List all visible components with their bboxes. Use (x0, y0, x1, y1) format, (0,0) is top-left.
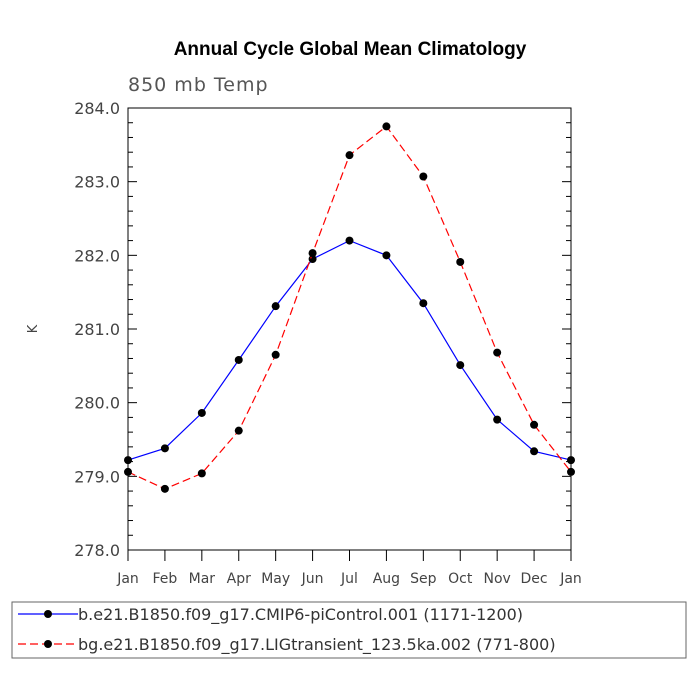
series-layer (124, 122, 575, 493)
series-2-point (308, 249, 317, 258)
series-2-point (234, 426, 243, 435)
chart-subtitle: 850 mb Temp (128, 74, 269, 96)
x-tick-label: Nov (484, 571, 511, 587)
series-2-point (160, 484, 169, 493)
series-line-1 (127, 239, 572, 461)
series-2-point (271, 350, 280, 359)
series-2-point (382, 122, 391, 131)
y-tick-label: 284.0 (74, 99, 120, 118)
x-tick-label: May (261, 571, 290, 587)
x-tick-label: Mar (189, 571, 216, 587)
x-axis: Jan Feb Mar Apr May Jun Jul Aug Sep Oct Nov Dec Jan (116, 550, 582, 587)
y-tick-label: 278.0 (74, 541, 120, 560)
y-tick-label: 283.0 (74, 173, 120, 192)
y-tick-label: 280.0 (74, 394, 120, 413)
y-axis: 278.0 279.0 280.0 281.0 282.0 283.0 284.0 (74, 99, 571, 560)
series-2-point (493, 348, 502, 357)
x-tick-label: Aug (373, 571, 400, 587)
x-tick-label: Jun (301, 571, 324, 587)
series-1-point (493, 415, 502, 424)
series-2-point (197, 469, 206, 478)
series-1-point (271, 302, 280, 311)
series-2-point (345, 151, 354, 160)
x-tick-label: Oct (448, 571, 473, 587)
series-1-point (419, 299, 428, 308)
series-1-point (530, 447, 539, 456)
y-tick-label: 282.0 (74, 246, 120, 265)
plot-frame (127, 107, 572, 551)
series-2-point (124, 467, 132, 476)
y-tick-label: 279.0 (74, 467, 120, 486)
legend-label-2: bg.e21.B1850.f09_g17.LIGtransient_123.5k… (78, 635, 556, 655)
series-line-2 (127, 125, 572, 490)
series-2-point (456, 257, 465, 266)
y-tick-label: 281.0 (74, 320, 120, 339)
legend-marker-2 (44, 640, 52, 648)
x-tick-label: Dec (521, 571, 548, 587)
x-tick-label: Jan (116, 571, 139, 587)
series-1-point (160, 444, 169, 453)
series-1-point (124, 456, 132, 465)
legend-box (11, 601, 687, 659)
legend-label-1: b.e21.B1850.f09_g17.CMIP6-piControl.001 … (78, 605, 523, 625)
x-tick-label: Feb (153, 571, 178, 587)
chart-title: Annual Cycle Global Mean Climatology (174, 39, 527, 60)
x-tick-label: Apr (227, 571, 251, 587)
series-1-point (382, 251, 391, 260)
series-1-point (197, 408, 206, 417)
series-1-point (345, 236, 354, 245)
series-1-point (234, 355, 243, 364)
series-2-point (567, 467, 575, 476)
legend-marker-1 (44, 610, 52, 618)
x-tick-label: Jan (559, 571, 582, 587)
legend: b.e21.B1850.f09_g17.CMIP6-piControl.001 … (18, 605, 556, 655)
x-tick-label: Jul (340, 571, 358, 587)
series-1-point (567, 456, 575, 465)
y-axis-label: K (26, 324, 41, 333)
series-1-point (456, 361, 465, 370)
series-2-point (530, 420, 539, 429)
x-tick-label: Sep (410, 571, 437, 587)
series-2-point (419, 172, 428, 181)
